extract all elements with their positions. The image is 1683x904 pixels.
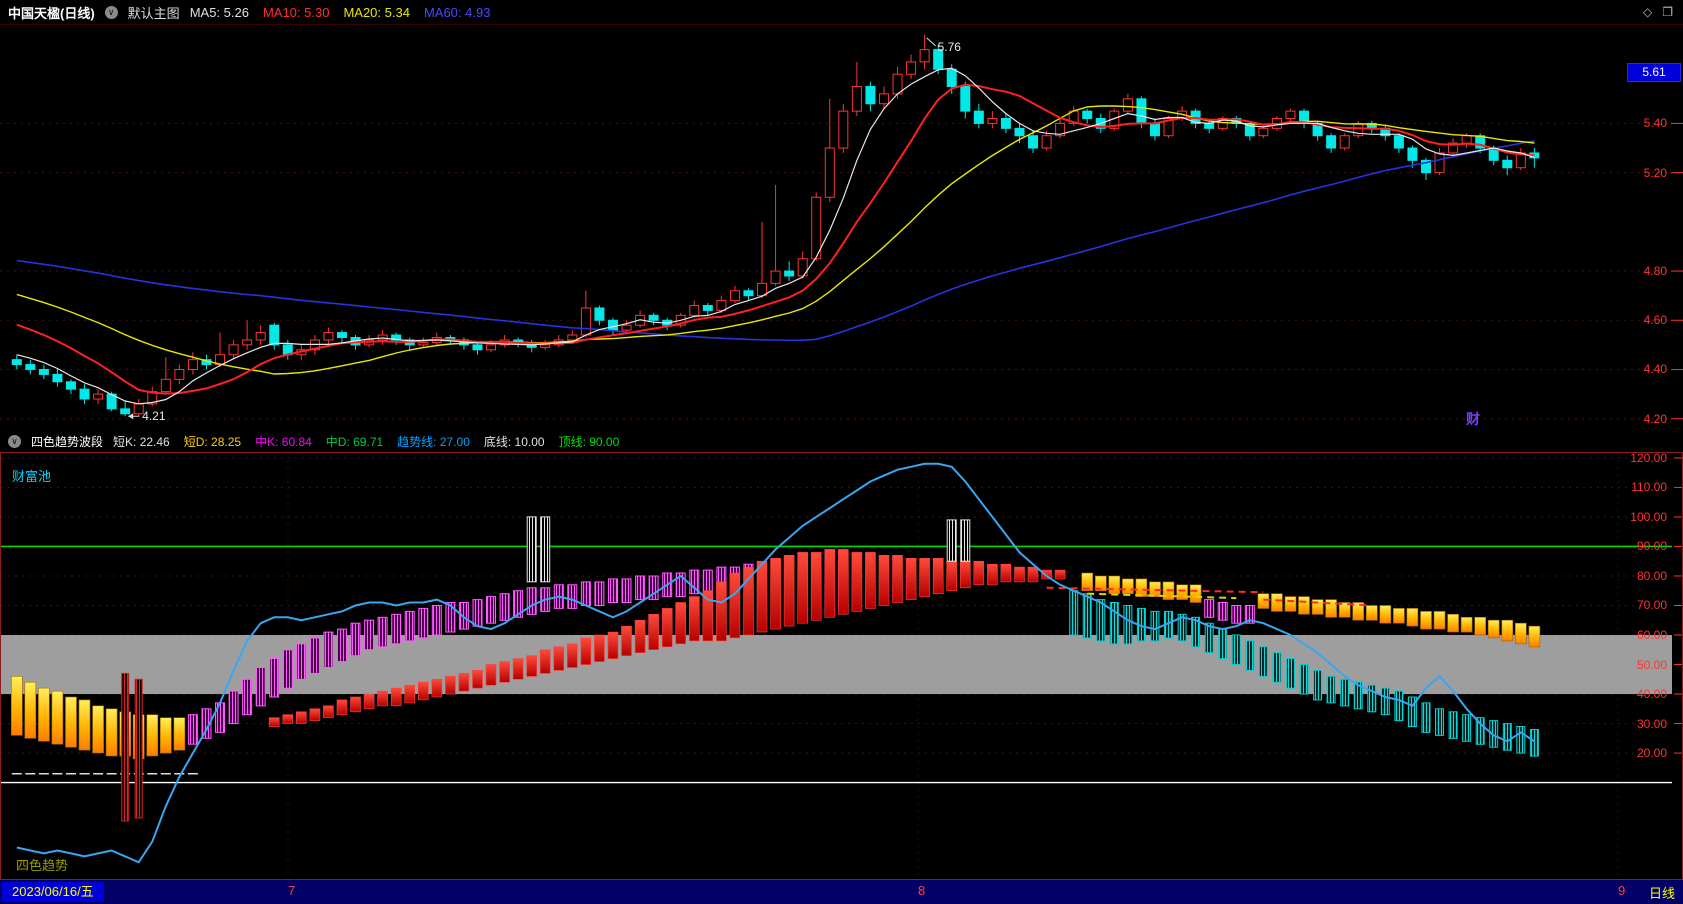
indicator-param-labels: 短K: 22.46 短D: 28.25 中K: 60.84 中D: 69.71 趋势线:…	[113, 433, 619, 450]
price-axis-label: 4.80	[1643, 264, 1667, 279]
indicator-axis-label: 20.00	[1636, 746, 1667, 761]
svg-text:5.76: 5.76	[938, 40, 962, 54]
period-label[interactable]: 日线	[1648, 886, 1675, 901]
indicator-param: 短D: 28.25	[183, 434, 242, 449]
candlestick-plot[interactable]: 5.76 4.21	[0, 25, 1683, 431]
ma-label: MA60: 4.93	[423, 4, 491, 20]
date-box[interactable]: 2023/06/16/五	[2, 882, 104, 902]
price-axis-label: 4.40	[1643, 362, 1667, 377]
indicator-axis-label: 50.00	[1636, 657, 1667, 672]
corner-label: 财	[1466, 411, 1480, 427]
ma-value-labels: MA5: 5.26 MA10: 5.30 MA20: 5.34 MA60: 4.93	[190, 5, 491, 20]
indicator-axis-label: 40.00	[1636, 687, 1667, 702]
month-label: 9	[1618, 883, 1626, 898]
price-axis-label: 4.60	[1643, 313, 1667, 328]
price-axis-label: 5.20	[1643, 165, 1667, 180]
main-chart-area: 5.76 4.21 5.40 5.20 4.80 4.60 4.40 4.20 5.61 财	[0, 24, 1683, 431]
indicator-axis-label: 120.00	[1630, 450, 1667, 465]
indicator-header: ∨ 四色趋势波段 短K: 22.46 短D: 28.25 中K: 60.84 中D: …	[0, 430, 1683, 452]
indicator-param: 顶线: 90.00	[558, 434, 620, 449]
collapse-icon[interactable]: ∨	[104, 5, 118, 19]
indicator-param: 短K: 22.46	[113, 434, 170, 449]
stock-title: 中国天楹(日线)	[8, 5, 95, 21]
price-axis-label: 4.20	[1643, 411, 1667, 426]
watermark-bottom: 四色趋势	[16, 858, 69, 873]
month-label: 7	[288, 883, 296, 898]
indicator-name[interactable]: 四色趋势波段	[31, 434, 104, 449]
indicator-plot[interactable]	[0, 452, 1683, 880]
indicator-param: 底线: 10.00	[483, 434, 545, 449]
status-bar: 2023/06/16/五 7 8 9 日线	[0, 880, 1683, 904]
price-axis-label: 5.40	[1643, 116, 1667, 131]
panes-icon[interactable]: ❐	[1662, 5, 1673, 19]
last-price-badge: 5.61	[1627, 62, 1681, 82]
diamond-icon[interactable]: ◇	[1643, 5, 1653, 19]
ma-label: MA10: 5.30	[262, 4, 330, 20]
main-chart-header: 中国天楹(日线) ∨ 默认主图 MA5: 5.26 MA10: 5.30 MA20:…	[0, 0, 1683, 24]
month-label: 8	[918, 883, 926, 898]
indicator-axis-label: 80.00	[1636, 568, 1667, 583]
ma-label: MA20: 5.34	[343, 4, 410, 20]
indicator-param: 趋势线: 27.00	[397, 434, 470, 449]
indicator-axis-label: 110.00	[1631, 480, 1667, 495]
indicator-axis-label: 60.00	[1636, 628, 1667, 642]
ma-label: MA5: 5.26	[189, 4, 249, 20]
indicator-axis-label: 90.00	[1636, 539, 1667, 554]
window-icons: ◇ ❐	[1643, 0, 1673, 24]
indicator-axis-label: 70.00	[1636, 598, 1667, 613]
indicator-param: 中D: 69.71	[325, 434, 384, 449]
indicator-axis-label: 100.00	[1630, 509, 1667, 524]
watermark-top: 财富池	[12, 469, 52, 484]
indicator-axis-label: 30.00	[1636, 716, 1667, 731]
indicator-area: 120.00 110.00 100.00 90.00 80.00 70.00 60.00 50…	[0, 450, 1683, 880]
collapse-icon[interactable]: ∨	[8, 434, 21, 448]
svg-text:4.21: 4.21	[142, 409, 166, 423]
overlay-label[interactable]: 默认主图	[127, 5, 180, 21]
indicator-param: 中K: 60.84	[255, 434, 312, 449]
